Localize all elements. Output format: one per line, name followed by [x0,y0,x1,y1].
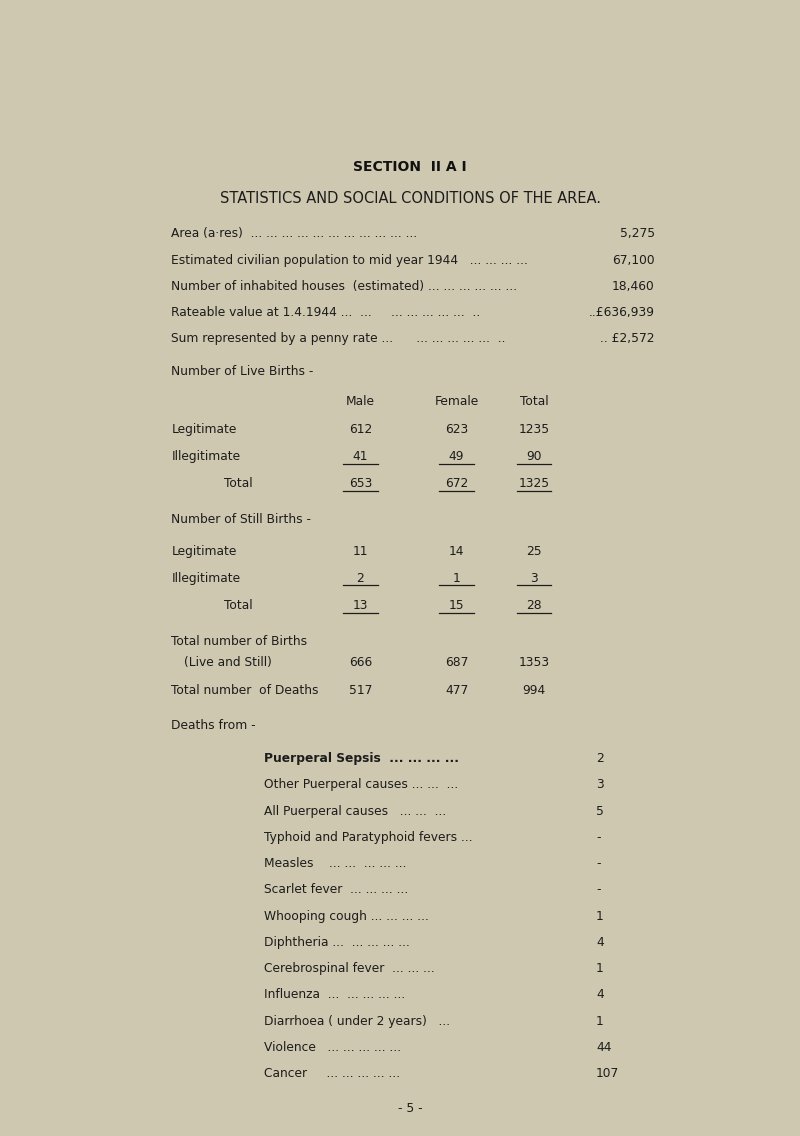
Text: 49: 49 [449,450,464,463]
Text: 1: 1 [596,1014,604,1028]
Text: 4: 4 [596,988,604,1001]
Text: Illegitimate: Illegitimate [171,571,241,585]
Text: 15: 15 [449,599,464,612]
Text: 14: 14 [449,545,464,558]
Text: Typhoid and Paratyphoid fevers ...: Typhoid and Paratyphoid fevers ... [264,830,473,844]
Text: SECTION  II A I: SECTION II A I [353,160,467,174]
Text: Cerebrospinal fever  ... ... ...: Cerebrospinal fever ... ... ... [264,962,435,975]
Text: Number of Still Births -: Number of Still Births - [171,513,311,526]
Text: 1235: 1235 [518,424,550,436]
Text: Whooping cough ... ... ... ...: Whooping cough ... ... ... ... [264,910,429,922]
Text: Total: Total [520,395,548,408]
Text: 5,275: 5,275 [620,227,655,241]
Text: -: - [596,830,601,844]
Text: All Puerperal causes   ... ...  ...: All Puerperal causes ... ... ... [264,804,446,818]
Text: Rateable value at 1.4.1944 ...  ...     ... ... ... ... ...  ..: Rateable value at 1.4.1944 ... ... ... .… [171,306,481,319]
Text: 3: 3 [596,778,604,792]
Text: Diarrhoea ( under 2 years)   ...: Diarrhoea ( under 2 years) ... [264,1014,450,1028]
Text: 4: 4 [596,936,604,949]
Text: 1353: 1353 [518,655,550,669]
Text: Sum represented by a penny rate ...      ... ... ... ... ...  ..: Sum represented by a penny rate ... ... … [171,332,506,345]
Text: Measles    ... ...  ... ... ...: Measles ... ... ... ... ... [264,857,407,870]
Text: Puerperal Sepsis  ... ... ... ...: Puerperal Sepsis ... ... ... ... [264,752,459,766]
Text: 28: 28 [526,599,542,612]
Text: Male: Male [346,395,375,408]
Text: Cancer     ... ... ... ... ...: Cancer ... ... ... ... ... [264,1067,401,1080]
Text: 1: 1 [596,910,604,922]
Text: 612: 612 [349,424,372,436]
Text: Total number of Births: Total number of Births [171,635,307,648]
Text: Legitimate: Legitimate [171,545,237,558]
Text: Female: Female [434,395,478,408]
Text: 44: 44 [596,1041,611,1054]
Text: Legitimate: Legitimate [171,424,237,436]
Text: 666: 666 [349,655,372,669]
Text: STATISTICS AND SOCIAL CONDITIONS OF THE AREA.: STATISTICS AND SOCIAL CONDITIONS OF THE … [219,191,601,206]
Text: 67,100: 67,100 [612,253,655,267]
Text: Deaths from -: Deaths from - [171,719,256,732]
Text: Total: Total [224,599,253,612]
Text: Number of inhabited houses  (estimated) ... ... ... ... ... ...: Number of inhabited houses (estimated) .… [171,279,518,293]
Text: 1325: 1325 [518,477,550,491]
Text: -: - [596,857,601,870]
Text: 18,460: 18,460 [612,279,655,293]
Text: 2: 2 [357,571,364,585]
Text: Violence   ... ... ... ... ...: Violence ... ... ... ... ... [264,1041,402,1054]
Text: Other Puerperal causes ... ...  ...: Other Puerperal causes ... ... ... [264,778,458,792]
Text: (Live and Still): (Live and Still) [184,655,271,669]
Text: Diphtheria ...  ... ... ... ...: Diphtheria ... ... ... ... ... [264,936,410,949]
Text: 1: 1 [596,962,604,975]
Text: 11: 11 [353,545,368,558]
Text: 687: 687 [445,655,468,669]
Text: 2: 2 [596,752,604,766]
Text: 517: 517 [349,684,372,696]
Text: ..£636,939: ..£636,939 [589,306,655,319]
Text: 653: 653 [349,477,372,491]
Text: Influenza  ...  ... ... ... ...: Influenza ... ... ... ... ... [264,988,406,1001]
Text: .. £2,572: .. £2,572 [600,332,655,345]
Text: 41: 41 [353,450,368,463]
Text: 477: 477 [445,684,468,696]
Text: Illegitimate: Illegitimate [171,450,241,463]
Text: 1: 1 [453,571,460,585]
Text: - 5 -: - 5 - [398,1102,422,1116]
Text: 5: 5 [596,804,604,818]
Text: Total: Total [224,477,253,491]
Text: 994: 994 [522,684,546,696]
Text: Number of Live Births -: Number of Live Births - [171,366,314,378]
Text: Total number  of Deaths: Total number of Deaths [171,684,318,696]
Text: Estimated civilian population to mid year 1944   ... ... ... ...: Estimated civilian population to mid yea… [171,253,528,267]
Text: 3: 3 [530,571,538,585]
Text: 13: 13 [353,599,368,612]
Text: 623: 623 [445,424,468,436]
Text: 107: 107 [596,1067,619,1080]
Text: 90: 90 [526,450,542,463]
Text: Scarlet fever  ... ... ... ...: Scarlet fever ... ... ... ... [264,884,409,896]
Text: Area (a·res)  ... ... ... ... ... ... ... ... ... ... ...: Area (a·res) ... ... ... ... ... ... ...… [171,227,418,241]
Text: 672: 672 [445,477,468,491]
Text: 25: 25 [526,545,542,558]
Text: -: - [596,884,601,896]
